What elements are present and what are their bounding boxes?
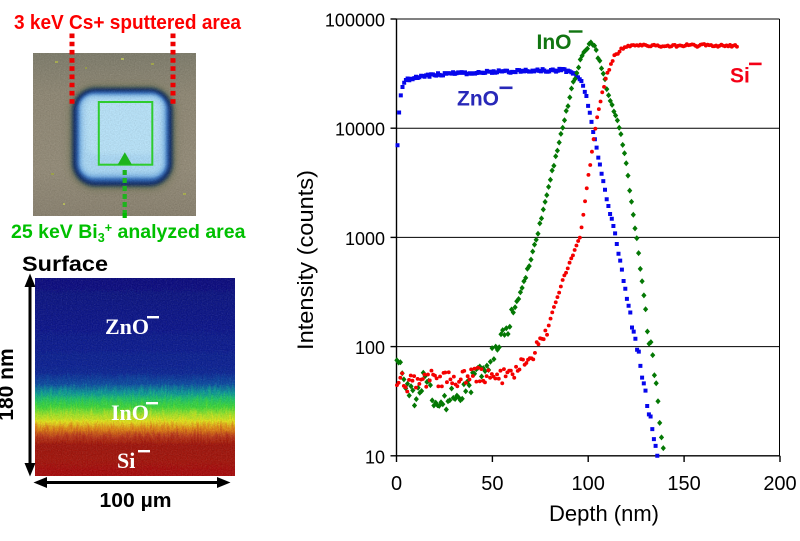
- svg-text:100000: 100000: [325, 11, 385, 31]
- svg-text:ZnO: ZnO: [457, 88, 499, 111]
- svg-text:100 µm: 100 µm: [100, 490, 172, 512]
- svg-text:1000: 1000: [345, 229, 385, 249]
- svg-text:Intensity (counts): Intensity (counts): [293, 170, 318, 350]
- svg-text:InO: InO: [537, 31, 572, 54]
- svg-text:200: 200: [763, 473, 796, 495]
- svg-text:180 nm: 180 nm: [0, 348, 18, 420]
- svg-text:InO: InO: [111, 400, 149, 425]
- svg-text:100: 100: [572, 473, 605, 495]
- svg-text:10000: 10000: [335, 120, 385, 140]
- svg-text:Si: Si: [730, 65, 750, 88]
- svg-text:0: 0: [391, 473, 402, 495]
- svg-text:3 keV Cs+ sputtered area: 3 keV Cs+ sputtered area: [14, 12, 242, 34]
- svg-text:Si: Si: [117, 448, 135, 473]
- svg-text:25 keV Bi3+ analyzed area: 25 keV Bi3+ analyzed area: [11, 221, 246, 245]
- svg-text:10: 10: [365, 447, 385, 467]
- svg-text:50: 50: [481, 473, 503, 495]
- svg-text:Surface: Surface: [22, 253, 108, 276]
- svg-text:Depth (nm): Depth (nm): [549, 501, 659, 526]
- svg-text:150: 150: [667, 473, 700, 495]
- svg-text:ZnO: ZnO: [105, 314, 149, 339]
- svg-text:100: 100: [355, 338, 385, 358]
